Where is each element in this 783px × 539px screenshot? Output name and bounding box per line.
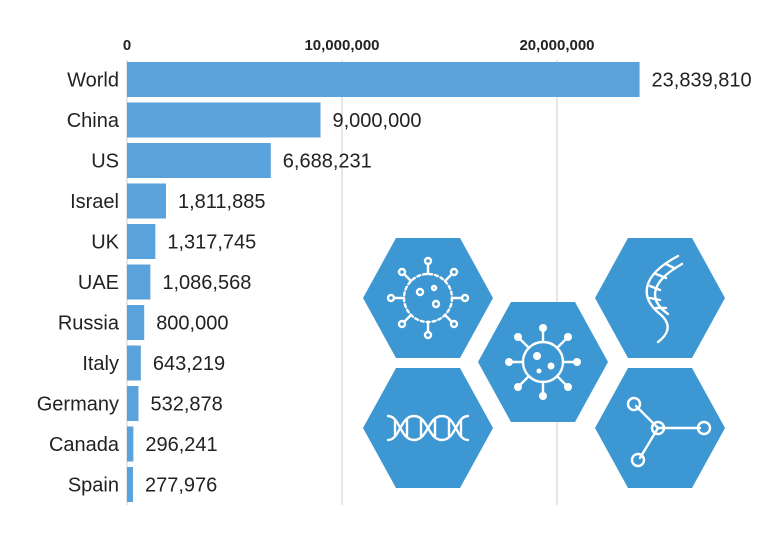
value-label: 9,000,000 [333, 110, 422, 132]
value-label: 296,241 [145, 434, 217, 456]
science-hexagon-graphic [363, 238, 725, 488]
value-label: 800,000 [156, 313, 228, 335]
value-label: 1,811,885 [178, 191, 265, 213]
x-tick-label: 0 [123, 37, 131, 54]
bar [127, 426, 134, 462]
value-label: 1,086,568 [162, 272, 251, 294]
value-label: 6,688,231 [283, 151, 372, 173]
x-tick-label: 10,000,000 [304, 37, 379, 54]
virus-cluster-icon [386, 256, 470, 340]
hex-dna-helix [363, 368, 493, 488]
x-axis-ticks: 0 10,000,000 20,000,000 [123, 37, 595, 54]
category-label: Israel [70, 191, 119, 213]
category-labels: World China US Israel UK UAE Russia Italy German… [37, 70, 120, 497]
bar [127, 183, 166, 219]
category-label: Russia [58, 313, 120, 335]
value-label: 23,839,810 [652, 70, 752, 92]
x-tick-label: 20,000,000 [519, 37, 594, 54]
bar [127, 264, 151, 300]
hex-virus [478, 302, 608, 422]
bar [127, 345, 141, 381]
bar [127, 102, 321, 138]
category-label: Germany [37, 394, 119, 416]
dna-helix-icon [386, 414, 470, 442]
value-label: 532,878 [150, 394, 222, 416]
value-label: 643,219 [153, 353, 225, 375]
value-label: 277,976 [145, 475, 217, 497]
bars [127, 62, 640, 502]
bar [127, 224, 156, 259]
bar [127, 143, 271, 178]
category-label: Spain [68, 475, 119, 497]
category-label: Italy [82, 353, 119, 375]
category-label: World [67, 70, 119, 92]
molecule-icon [626, 396, 712, 468]
category-label: UAE [78, 272, 119, 294]
value-label: 1,317,745 [167, 232, 256, 254]
bar [127, 305, 145, 340]
hex-virus-cluster [363, 238, 493, 358]
category-label: Canada [49, 434, 120, 456]
bar [127, 62, 640, 97]
dna-strand-icon [645, 254, 684, 344]
value-labels: 23,839,810 9,000,000 6,688,231 1,811,885 1,3… [145, 70, 752, 497]
category-label: US [91, 151, 119, 173]
virus-icon [505, 324, 581, 400]
hex-molecule [595, 368, 725, 488]
category-label: China [67, 110, 120, 132]
bar [127, 467, 133, 502]
hex-dna-strand [595, 238, 725, 358]
category-label: UK [91, 232, 119, 254]
bar [127, 386, 139, 421]
